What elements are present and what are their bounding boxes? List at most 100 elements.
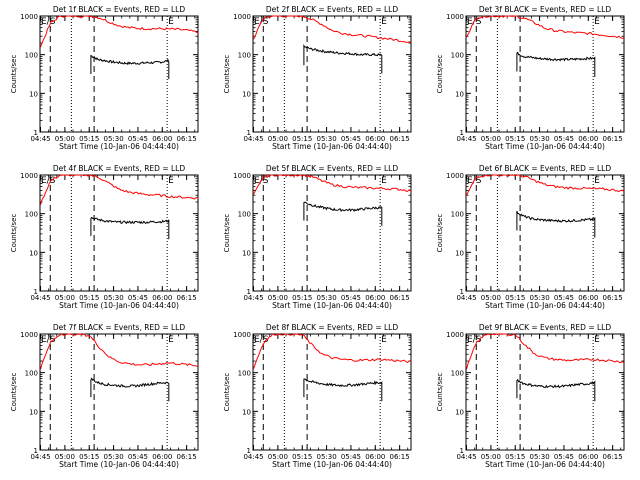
x-tick-label: 04:45 [243, 294, 263, 302]
x-tick-label: 04:45 [456, 135, 476, 143]
y-tick-label: 10 [455, 249, 464, 257]
x-tick-label: 05:45 [128, 294, 148, 302]
x-tick-label: 05:00 [268, 294, 288, 302]
x-tick-label: 05:15 [292, 135, 312, 143]
x-tick-label: 06:15 [390, 294, 410, 302]
x-tick-label: 05:45 [554, 453, 574, 461]
plot-frame [252, 333, 412, 451]
x-tick-label: 06:15 [603, 453, 623, 461]
panel-det-6: Det 6f BLACK = Events, RED = LLD 1 10 100 10… [436, 164, 625, 310]
events-series-line [516, 210, 596, 238]
y-tick-label: 1000 [233, 331, 251, 339]
x-axis-label: Start Time (10-Jan-06 04:44:40) [272, 301, 392, 310]
plot-frame [39, 15, 199, 133]
events-series-line [303, 44, 383, 74]
y-tick-label: 1 [34, 447, 38, 455]
panel-title: Det 5f BLACK = Events, RED = LLD [266, 164, 399, 173]
y-tick-label: 10 [242, 408, 251, 416]
x-tick-label: 05:15 [79, 294, 99, 302]
y-tick-label: 10 [29, 249, 38, 257]
x-tick-label: 06:15 [177, 294, 197, 302]
y-tick-label: 100 [451, 370, 464, 378]
y-axis-label: Counts/sec [223, 55, 231, 94]
y-axis-label: Counts/sec [223, 214, 231, 253]
lld-series-line [466, 333, 625, 370]
lld-series-line [40, 15, 199, 48]
x-tick-label: 06:00 [152, 453, 172, 461]
y-tick-label: 10 [455, 90, 464, 98]
x-tick-label: 04:45 [243, 135, 263, 143]
x-tick-label: 05:30 [529, 453, 549, 461]
y-tick-label: 10 [242, 249, 251, 257]
x-tick-label: 04:45 [456, 294, 476, 302]
x-tick-label: 06:00 [152, 294, 172, 302]
x-tick-label: 06:15 [603, 294, 623, 302]
panel-title: Det 4f BLACK = Events, RED = LLD [53, 164, 186, 173]
es-marker-label: E/S [467, 335, 482, 345]
panel-title: Det 7f BLACK = Events, RED = LLD [53, 323, 186, 332]
y-tick-label: 100 [25, 370, 38, 378]
x-tick-label: 06:15 [177, 135, 197, 143]
x-tick-label: 04:45 [30, 135, 50, 143]
x-tick-label: 05:00 [481, 135, 501, 143]
y-tick-label: 1000 [446, 13, 464, 21]
y-tick-label: 1000 [20, 331, 38, 339]
x-tick-label: 05:30 [529, 294, 549, 302]
y-tick-label: 1 [34, 288, 38, 296]
y-tick-label: 1 [34, 129, 38, 137]
e-marker-label: E [168, 17, 174, 27]
lld-series-line [253, 174, 412, 195]
panel-det-3: Det 3f BLACK = Events, RED = LLD 1 10 100 10… [436, 5, 625, 151]
e-marker-label: E [594, 17, 600, 27]
y-tick-label: 10 [242, 90, 251, 98]
x-tick-label: 04:45 [30, 294, 50, 302]
y-tick-label: 100 [25, 52, 38, 60]
x-tick-label: 05:15 [292, 294, 312, 302]
es-marker-label: E/S [254, 335, 269, 345]
events-series-line [90, 54, 170, 80]
y-tick-label: 100 [451, 211, 464, 219]
x-tick-label: 05:45 [341, 453, 361, 461]
panel-det-2: Det 2f BLACK = Events, RED = LLD 1 10 100 10… [223, 5, 412, 151]
x-axis-label: Start Time (10-Jan-06 04:44:40) [485, 460, 605, 469]
x-tick-label: 06:00 [578, 294, 598, 302]
panel-title: Det 2f BLACK = Events, RED = LLD [266, 5, 399, 14]
x-tick-label: 05:30 [316, 135, 336, 143]
x-tick-label: 06:00 [365, 294, 385, 302]
e-marker-label: E [594, 176, 600, 186]
x-tick-label: 05:30 [103, 453, 123, 461]
lld-series-line [253, 15, 412, 43]
panel-det-4: Det 4f BLACK = Events, RED = LLD 1 10 100 10… [10, 164, 199, 310]
panel-title: Det 9f BLACK = Events, RED = LLD [479, 323, 612, 332]
x-tick-label: 05:00 [268, 453, 288, 461]
x-axis-label: Start Time (10-Jan-06 04:44:40) [59, 142, 179, 151]
x-axis-label: Start Time (10-Jan-06 04:44:40) [485, 142, 605, 151]
x-tick-label: 05:00 [55, 135, 75, 143]
y-tick-label: 1000 [233, 13, 251, 21]
plot-frame [252, 15, 412, 133]
x-tick-label: 05:00 [268, 135, 288, 143]
plot-frame [39, 333, 199, 451]
x-tick-label: 04:45 [30, 453, 50, 461]
x-axis-label: Start Time (10-Jan-06 04:44:40) [59, 301, 179, 310]
y-tick-label: 1000 [446, 331, 464, 339]
y-tick-label: 100 [25, 211, 38, 219]
y-tick-label: 1 [460, 288, 464, 296]
x-tick-label: 06:00 [365, 135, 385, 143]
es-marker-label: E/S [41, 335, 56, 345]
y-axis-label: Counts/sec [223, 373, 231, 412]
x-axis-label: Start Time (10-Jan-06 04:44:40) [272, 460, 392, 469]
y-axis-label: Counts/sec [436, 55, 444, 94]
y-tick-label: 1000 [20, 172, 38, 180]
x-tick-label: 06:00 [152, 135, 172, 143]
y-tick-label: 1000 [233, 172, 251, 180]
e-marker-label: E [381, 17, 387, 27]
events-series-line [303, 378, 383, 402]
y-tick-label: 100 [238, 52, 251, 60]
plot-frame [465, 15, 625, 133]
lld-series-line [40, 333, 199, 370]
es-marker-label: E/S [41, 176, 56, 186]
x-axis-label: Start Time (10-Jan-06 04:44:40) [272, 142, 392, 151]
x-tick-label: 05:15 [292, 453, 312, 461]
y-tick-label: 10 [29, 408, 38, 416]
